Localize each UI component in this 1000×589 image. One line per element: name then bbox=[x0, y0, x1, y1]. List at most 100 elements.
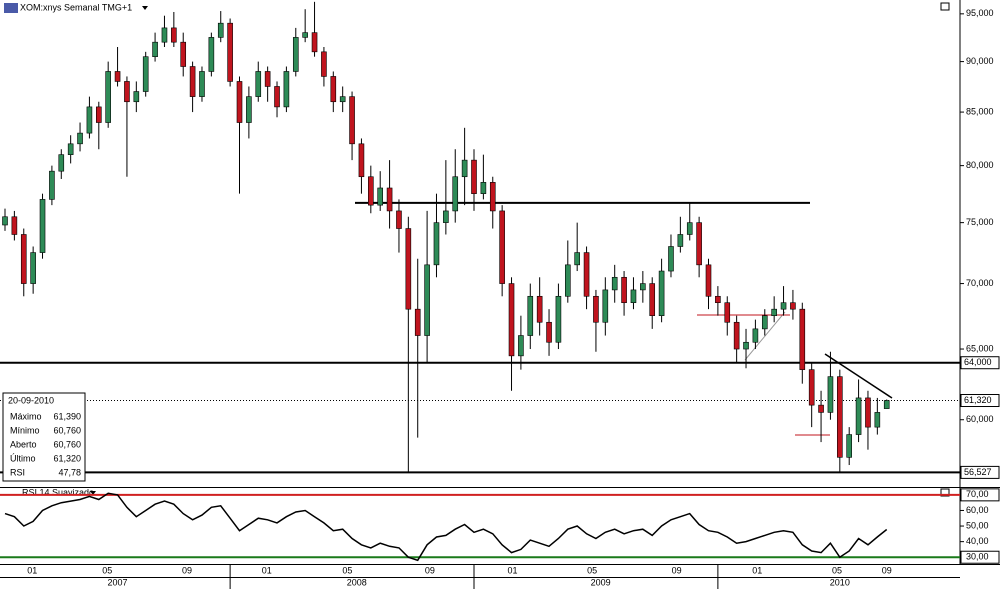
candle-body bbox=[518, 335, 524, 357]
candle-body bbox=[349, 96, 355, 145]
candle-body bbox=[630, 289, 637, 304]
price-marker-label: 64,000 bbox=[964, 357, 992, 367]
candle-body bbox=[180, 41, 187, 67]
info-value: 60,760 bbox=[53, 425, 81, 435]
candle-body bbox=[499, 210, 505, 284]
maximize-button[interactable] bbox=[940, 488, 950, 497]
info-label: Último bbox=[10, 453, 36, 463]
candle-body bbox=[358, 143, 365, 178]
candle-body bbox=[2, 216, 8, 226]
x-tick-label: 01 bbox=[27, 565, 37, 575]
candle-body bbox=[321, 51, 327, 77]
y-tick-label: 80,000 bbox=[966, 160, 994, 170]
info-label: Aberto bbox=[10, 439, 37, 449]
candle-body bbox=[677, 234, 684, 247]
candle-body bbox=[49, 170, 55, 200]
candle-body bbox=[433, 222, 440, 266]
candle-body bbox=[790, 302, 796, 310]
candle-body bbox=[461, 159, 468, 178]
price-marker-box bbox=[960, 394, 1000, 408]
candle-body bbox=[837, 376, 843, 458]
candle-body bbox=[602, 289, 609, 323]
info-value: 60,760 bbox=[53, 439, 81, 449]
candle-body bbox=[640, 283, 646, 291]
info-label: Mínimo bbox=[10, 425, 40, 435]
year-label: 2007 bbox=[108, 577, 128, 587]
info-date: 20-09-2010 bbox=[8, 395, 54, 405]
candle-body bbox=[236, 81, 243, 123]
candle-body bbox=[30, 252, 36, 284]
candle-body bbox=[264, 71, 271, 87]
x-tick-label: 01 bbox=[752, 565, 762, 575]
y-tick-label: 30,00 bbox=[966, 552, 989, 562]
candle-body bbox=[199, 71, 205, 97]
x-tick-label: 09 bbox=[672, 565, 682, 575]
candle-body bbox=[593, 295, 599, 323]
x-tick-label: 09 bbox=[882, 565, 892, 575]
candle-body bbox=[124, 81, 130, 103]
maximize-button[interactable] bbox=[940, 2, 950, 11]
candle-body bbox=[471, 159, 477, 194]
info-label: Máximo bbox=[10, 411, 42, 421]
indicator-name[interactable]: RSI 14 Suavizado bbox=[22, 487, 94, 497]
candle-body bbox=[77, 132, 83, 145]
candle-body bbox=[274, 86, 280, 108]
y-tick-label: 70,000 bbox=[966, 278, 994, 288]
candle-body bbox=[161, 27, 168, 43]
x-tick-label: 05 bbox=[587, 565, 597, 575]
indicator-dropdown[interactable] bbox=[90, 491, 96, 495]
candle-body bbox=[246, 96, 252, 123]
y-tick-label: 95,000 bbox=[966, 8, 994, 18]
candle-body bbox=[611, 276, 618, 291]
candle-body bbox=[292, 37, 299, 72]
candle-body bbox=[649, 283, 656, 316]
price-marker-box bbox=[960, 465, 1000, 479]
candle-body bbox=[508, 283, 515, 357]
candle-body bbox=[302, 32, 308, 38]
y-tick-label: 50,00 bbox=[966, 520, 989, 530]
candle-body bbox=[489, 182, 496, 212]
year-label: 2010 bbox=[830, 577, 850, 587]
candle-body bbox=[217, 22, 224, 38]
candle-body bbox=[86, 106, 93, 134]
candle-body bbox=[686, 222, 693, 235]
candle-body bbox=[414, 308, 421, 336]
candle-body bbox=[171, 27, 177, 43]
candle-body bbox=[564, 264, 571, 297]
price-marker-label: 56,527 bbox=[964, 467, 992, 477]
candle-body bbox=[733, 321, 740, 350]
candle-body bbox=[443, 210, 449, 223]
candle-body bbox=[761, 315, 768, 330]
chart-title[interactable]: XOM:xnys Semanal TMG+1 bbox=[20, 2, 132, 12]
title-dropdown[interactable] bbox=[142, 6, 148, 10]
info-value: 47,78 bbox=[58, 467, 81, 477]
candle-body bbox=[452, 176, 459, 212]
y-tick-label: 60,000 bbox=[966, 414, 994, 424]
candle-body bbox=[705, 264, 712, 297]
candle-body bbox=[621, 276, 627, 304]
candle-body bbox=[189, 66, 196, 97]
candle-body bbox=[696, 222, 702, 266]
y-tick-label: 60,00 bbox=[966, 505, 989, 515]
candle-body bbox=[386, 187, 393, 212]
info-value: 61,320 bbox=[53, 453, 81, 463]
symbol-icon[interactable] bbox=[4, 3, 18, 13]
y-tick-box bbox=[960, 488, 1000, 502]
candle-body bbox=[142, 56, 149, 92]
candle-body bbox=[771, 308, 777, 316]
candle-body bbox=[208, 37, 215, 72]
y-tick-label: 65,000 bbox=[966, 343, 994, 353]
info-label: RSI bbox=[10, 467, 25, 477]
candle-body bbox=[780, 302, 787, 310]
candle-body bbox=[799, 308, 806, 370]
candle-body bbox=[330, 76, 337, 103]
candle-body bbox=[368, 176, 374, 206]
candle-body bbox=[255, 71, 262, 97]
y-tick-label: 75,000 bbox=[966, 217, 994, 227]
year-label: 2008 bbox=[347, 577, 367, 587]
x-tick-label: 05 bbox=[342, 565, 352, 575]
year-label: 2009 bbox=[591, 577, 611, 587]
